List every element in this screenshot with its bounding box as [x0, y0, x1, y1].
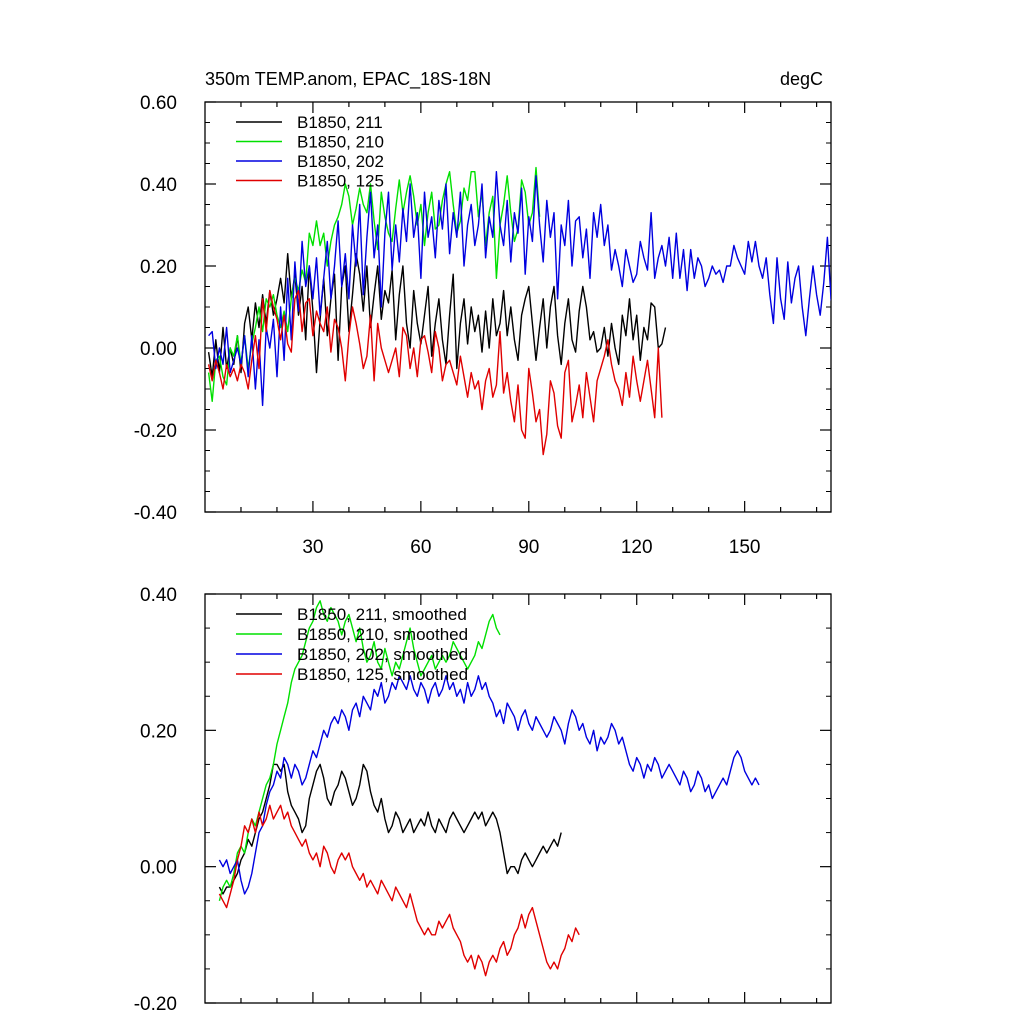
- top-panel: 30 60 90 120 150 -0.40 -0.20 0.00 0.20 0.40 0.60 35…: [134, 69, 832, 558]
- series-group: [207, 166, 831, 456]
- x-tick-label: 60: [410, 537, 431, 558]
- y-tick-label: 0.20: [140, 721, 177, 742]
- y-tick-label: -0.20: [134, 994, 177, 1015]
- legend-label: B1850, 202, smoothed: [297, 645, 468, 664]
- y-tick-label: 0.40: [140, 175, 177, 196]
- legend-label: B1850, 210: [297, 133, 384, 152]
- legend-label: B1850, 211: [297, 113, 383, 132]
- y-tick-label: 0.40: [140, 585, 177, 606]
- y-tick-label: 0.20: [140, 257, 177, 278]
- x-tick-label: 30: [302, 537, 323, 558]
- series-line-3: [207, 289, 663, 456]
- x-tick-label: 90: [518, 537, 539, 558]
- y-tick-label: 0.00: [140, 858, 177, 879]
- legend-label: B1850, 210, smoothed: [297, 625, 468, 644]
- series-line-2: [218, 675, 760, 895]
- y-tick-label: -0.20: [134, 421, 177, 442]
- legend-label: B1850, 125, smoothed: [297, 665, 468, 684]
- series-line-0: [207, 252, 667, 378]
- legend-label: B1850, 211, smoothed: [297, 605, 467, 624]
- x-tick-label: 120: [621, 537, 653, 558]
- legend-label: B1850, 125: [297, 172, 384, 191]
- series-line-0: [218, 763, 562, 895]
- y-tick-label: 0.00: [140, 339, 177, 360]
- units-label: degC: [780, 69, 823, 89]
- y-tick-label: 0.60: [140, 93, 177, 114]
- x-tick-label: 150: [729, 537, 761, 558]
- series-line-1: [218, 600, 501, 901]
- series-group: [218, 600, 760, 977]
- legend-label: B1850, 202: [297, 152, 384, 171]
- series-line-2: [208, 170, 831, 407]
- chart-title: 350m TEMP.anom, EPAC_18S-18N: [205, 69, 491, 90]
- y-tick-label: -0.40: [134, 503, 177, 524]
- series-line-3: [218, 804, 580, 977]
